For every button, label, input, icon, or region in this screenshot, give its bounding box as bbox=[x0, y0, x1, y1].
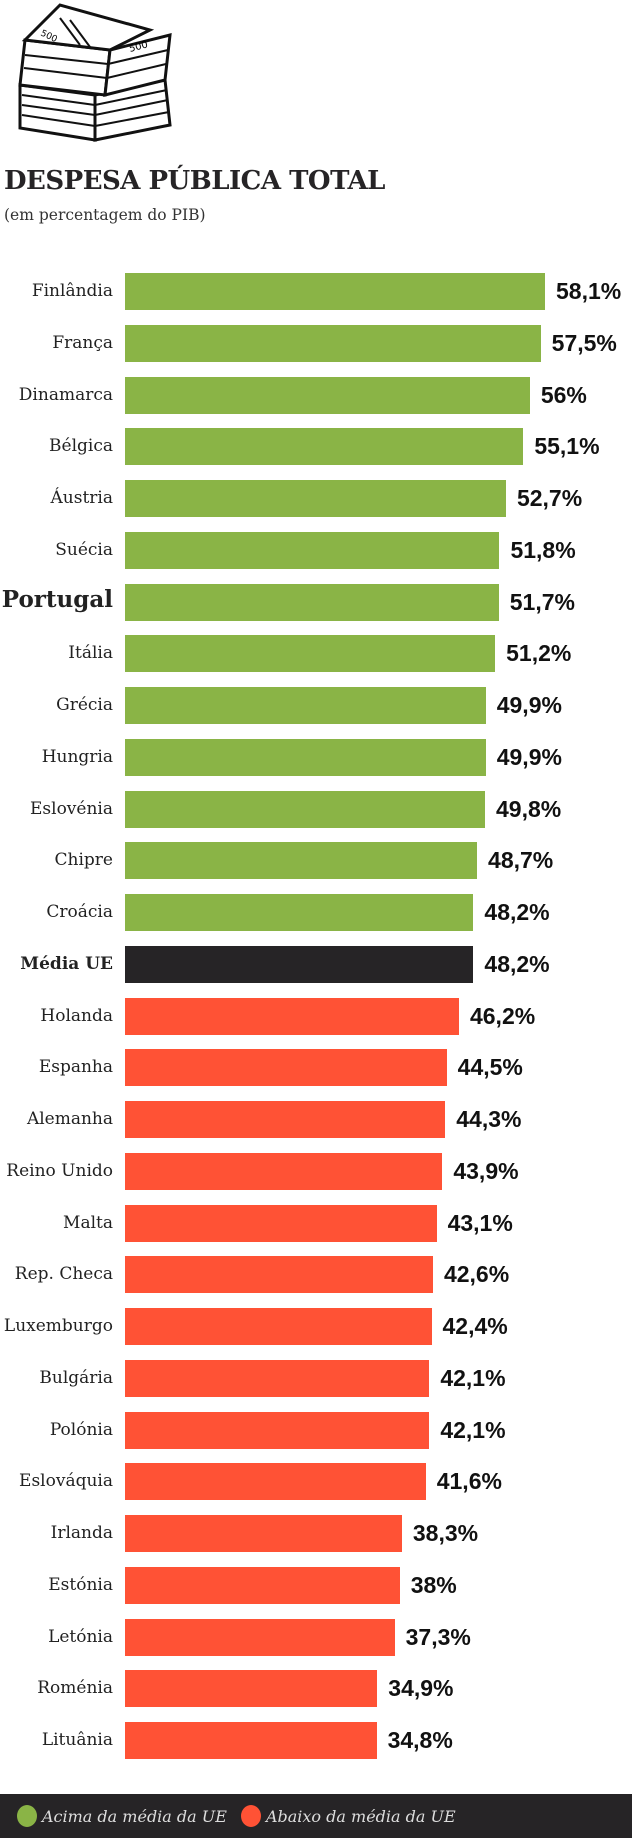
category-label: Alemanha bbox=[26, 1109, 113, 1129]
value-label: 44,3% bbox=[456, 1106, 522, 1132]
value-label: 46,2% bbox=[469, 1002, 536, 1029]
value-label: 41,6% bbox=[436, 1468, 502, 1495]
value-label: 42,1% bbox=[440, 1416, 506, 1443]
value-label: 49,8% bbox=[496, 795, 562, 822]
svg-text:500: 500 bbox=[128, 39, 149, 55]
bar-below bbox=[125, 1204, 437, 1242]
category-label: Eslováquia bbox=[19, 1471, 113, 1492]
legend-item-below: Abaixo da média da UE bbox=[240, 1805, 456, 1827]
category-label: Polónia bbox=[49, 1419, 113, 1440]
category-label: Suécia bbox=[55, 539, 113, 560]
value-label: 42,1% bbox=[440, 1364, 506, 1391]
value-label: 43,1% bbox=[447, 1209, 513, 1236]
bar-above bbox=[125, 894, 474, 931]
bar-below bbox=[125, 1256, 433, 1294]
value-label: 58,1% bbox=[556, 278, 622, 304]
category-label: Irlanda bbox=[50, 1523, 113, 1543]
legend-swatch-above bbox=[17, 1805, 37, 1827]
bar-above bbox=[125, 480, 506, 517]
legend-label-above: Acima da média da UE bbox=[42, 1806, 227, 1826]
bar-above bbox=[125, 583, 499, 621]
bar-below bbox=[125, 1049, 447, 1087]
value-label: 52,7% bbox=[516, 485, 583, 511]
category-label: Itália bbox=[68, 643, 113, 664]
value-label: 55,1% bbox=[534, 433, 600, 460]
value-label: 48,2% bbox=[484, 950, 550, 977]
bar-above bbox=[125, 635, 496, 673]
category-label: Áustria bbox=[50, 488, 113, 508]
money-stack-illustration: 500 500 bbox=[18, 3, 172, 142]
legend: Acima da média da UE Abaixo da média da … bbox=[0, 1794, 632, 1838]
bar-above bbox=[125, 376, 530, 414]
value-label: 51,2% bbox=[506, 640, 572, 667]
bar-above bbox=[125, 324, 541, 362]
category-label: Bélgica bbox=[49, 436, 113, 457]
value-label: 44,5% bbox=[457, 1054, 523, 1081]
value-label: 56% bbox=[540, 381, 587, 408]
value-label: 42,6% bbox=[443, 1261, 510, 1288]
bar-below bbox=[125, 1101, 446, 1138]
category-label: Dinamarca bbox=[18, 384, 113, 405]
value-label: 57,5% bbox=[551, 329, 617, 356]
category-label: Holanda bbox=[40, 1005, 113, 1026]
category-label: Portugal bbox=[1, 585, 113, 613]
bar-average bbox=[125, 945, 474, 983]
value-label: 51,7% bbox=[509, 588, 575, 615]
category-label: Malta bbox=[63, 1212, 113, 1233]
bar-below bbox=[125, 1411, 430, 1449]
bar-below bbox=[125, 997, 459, 1035]
bar-below bbox=[125, 1359, 430, 1397]
bar-above bbox=[125, 428, 524, 466]
category-label: Letónia bbox=[48, 1626, 113, 1647]
value-label: 49,9% bbox=[496, 692, 562, 718]
bar-below bbox=[125, 1515, 402, 1552]
category-label: Reino Unido bbox=[6, 1160, 113, 1181]
legend-label-below: Abaixo da média da UE bbox=[265, 1806, 456, 1826]
category-label: Croácia bbox=[46, 902, 113, 922]
bar-above bbox=[125, 687, 486, 724]
category-label: Hungria bbox=[41, 746, 113, 767]
bar-below bbox=[125, 1618, 395, 1656]
value-label: 48,7% bbox=[488, 847, 554, 874]
value-label: 51,8% bbox=[510, 536, 576, 563]
value-label: 34,9% bbox=[388, 1675, 454, 1702]
legend-swatch-below bbox=[240, 1805, 261, 1827]
value-label: 42,4% bbox=[442, 1313, 508, 1339]
bar-above bbox=[125, 842, 478, 880]
bar-above bbox=[125, 531, 500, 569]
category-label: Rep. Checa bbox=[14, 1264, 113, 1285]
category-label: Luxemburgo bbox=[3, 1316, 113, 1336]
bar-below bbox=[125, 1463, 426, 1501]
chart-subtitle: (em percentagem do PIB) bbox=[4, 206, 206, 224]
value-label: 37,3% bbox=[405, 1623, 471, 1650]
bar-above bbox=[125, 273, 545, 310]
category-label: Média UE bbox=[20, 953, 113, 974]
value-label: 48,2% bbox=[484, 899, 550, 925]
category-label: Eslovénia bbox=[30, 798, 113, 819]
chart-title: DESPESA PÚBLICA TOTAL bbox=[4, 166, 385, 196]
category-label: Espanha bbox=[38, 1057, 113, 1078]
value-label: 34,8% bbox=[387, 1727, 453, 1753]
bar-below bbox=[125, 1670, 378, 1708]
legend-item-above: Acima da média da UE bbox=[17, 1805, 227, 1827]
category-label: França bbox=[52, 332, 113, 353]
category-label: Finlândia bbox=[31, 281, 113, 301]
category-label: Grécia bbox=[56, 695, 113, 715]
value-label: 38% bbox=[410, 1571, 457, 1598]
category-label: Bulgária bbox=[39, 1367, 113, 1388]
category-label: Lituânia bbox=[41, 1730, 113, 1750]
bar-below bbox=[125, 1152, 443, 1190]
bar-below bbox=[125, 1566, 400, 1604]
value-label: 38,3% bbox=[412, 1520, 479, 1546]
bar-below bbox=[125, 1308, 432, 1345]
category-label: Estónia bbox=[48, 1574, 113, 1595]
bar-above bbox=[125, 738, 486, 776]
value-label: 49,9% bbox=[496, 743, 562, 770]
bar-below bbox=[125, 1722, 377, 1759]
value-label: 43,9% bbox=[453, 1157, 519, 1184]
bar-chart: Finlândia 58,1% França 57,5% Dinamarca 56% Bél… bbox=[1, 273, 622, 1759]
category-label: Roménia bbox=[37, 1678, 113, 1699]
bar-above bbox=[125, 790, 485, 828]
category-label: Chipre bbox=[54, 850, 113, 871]
